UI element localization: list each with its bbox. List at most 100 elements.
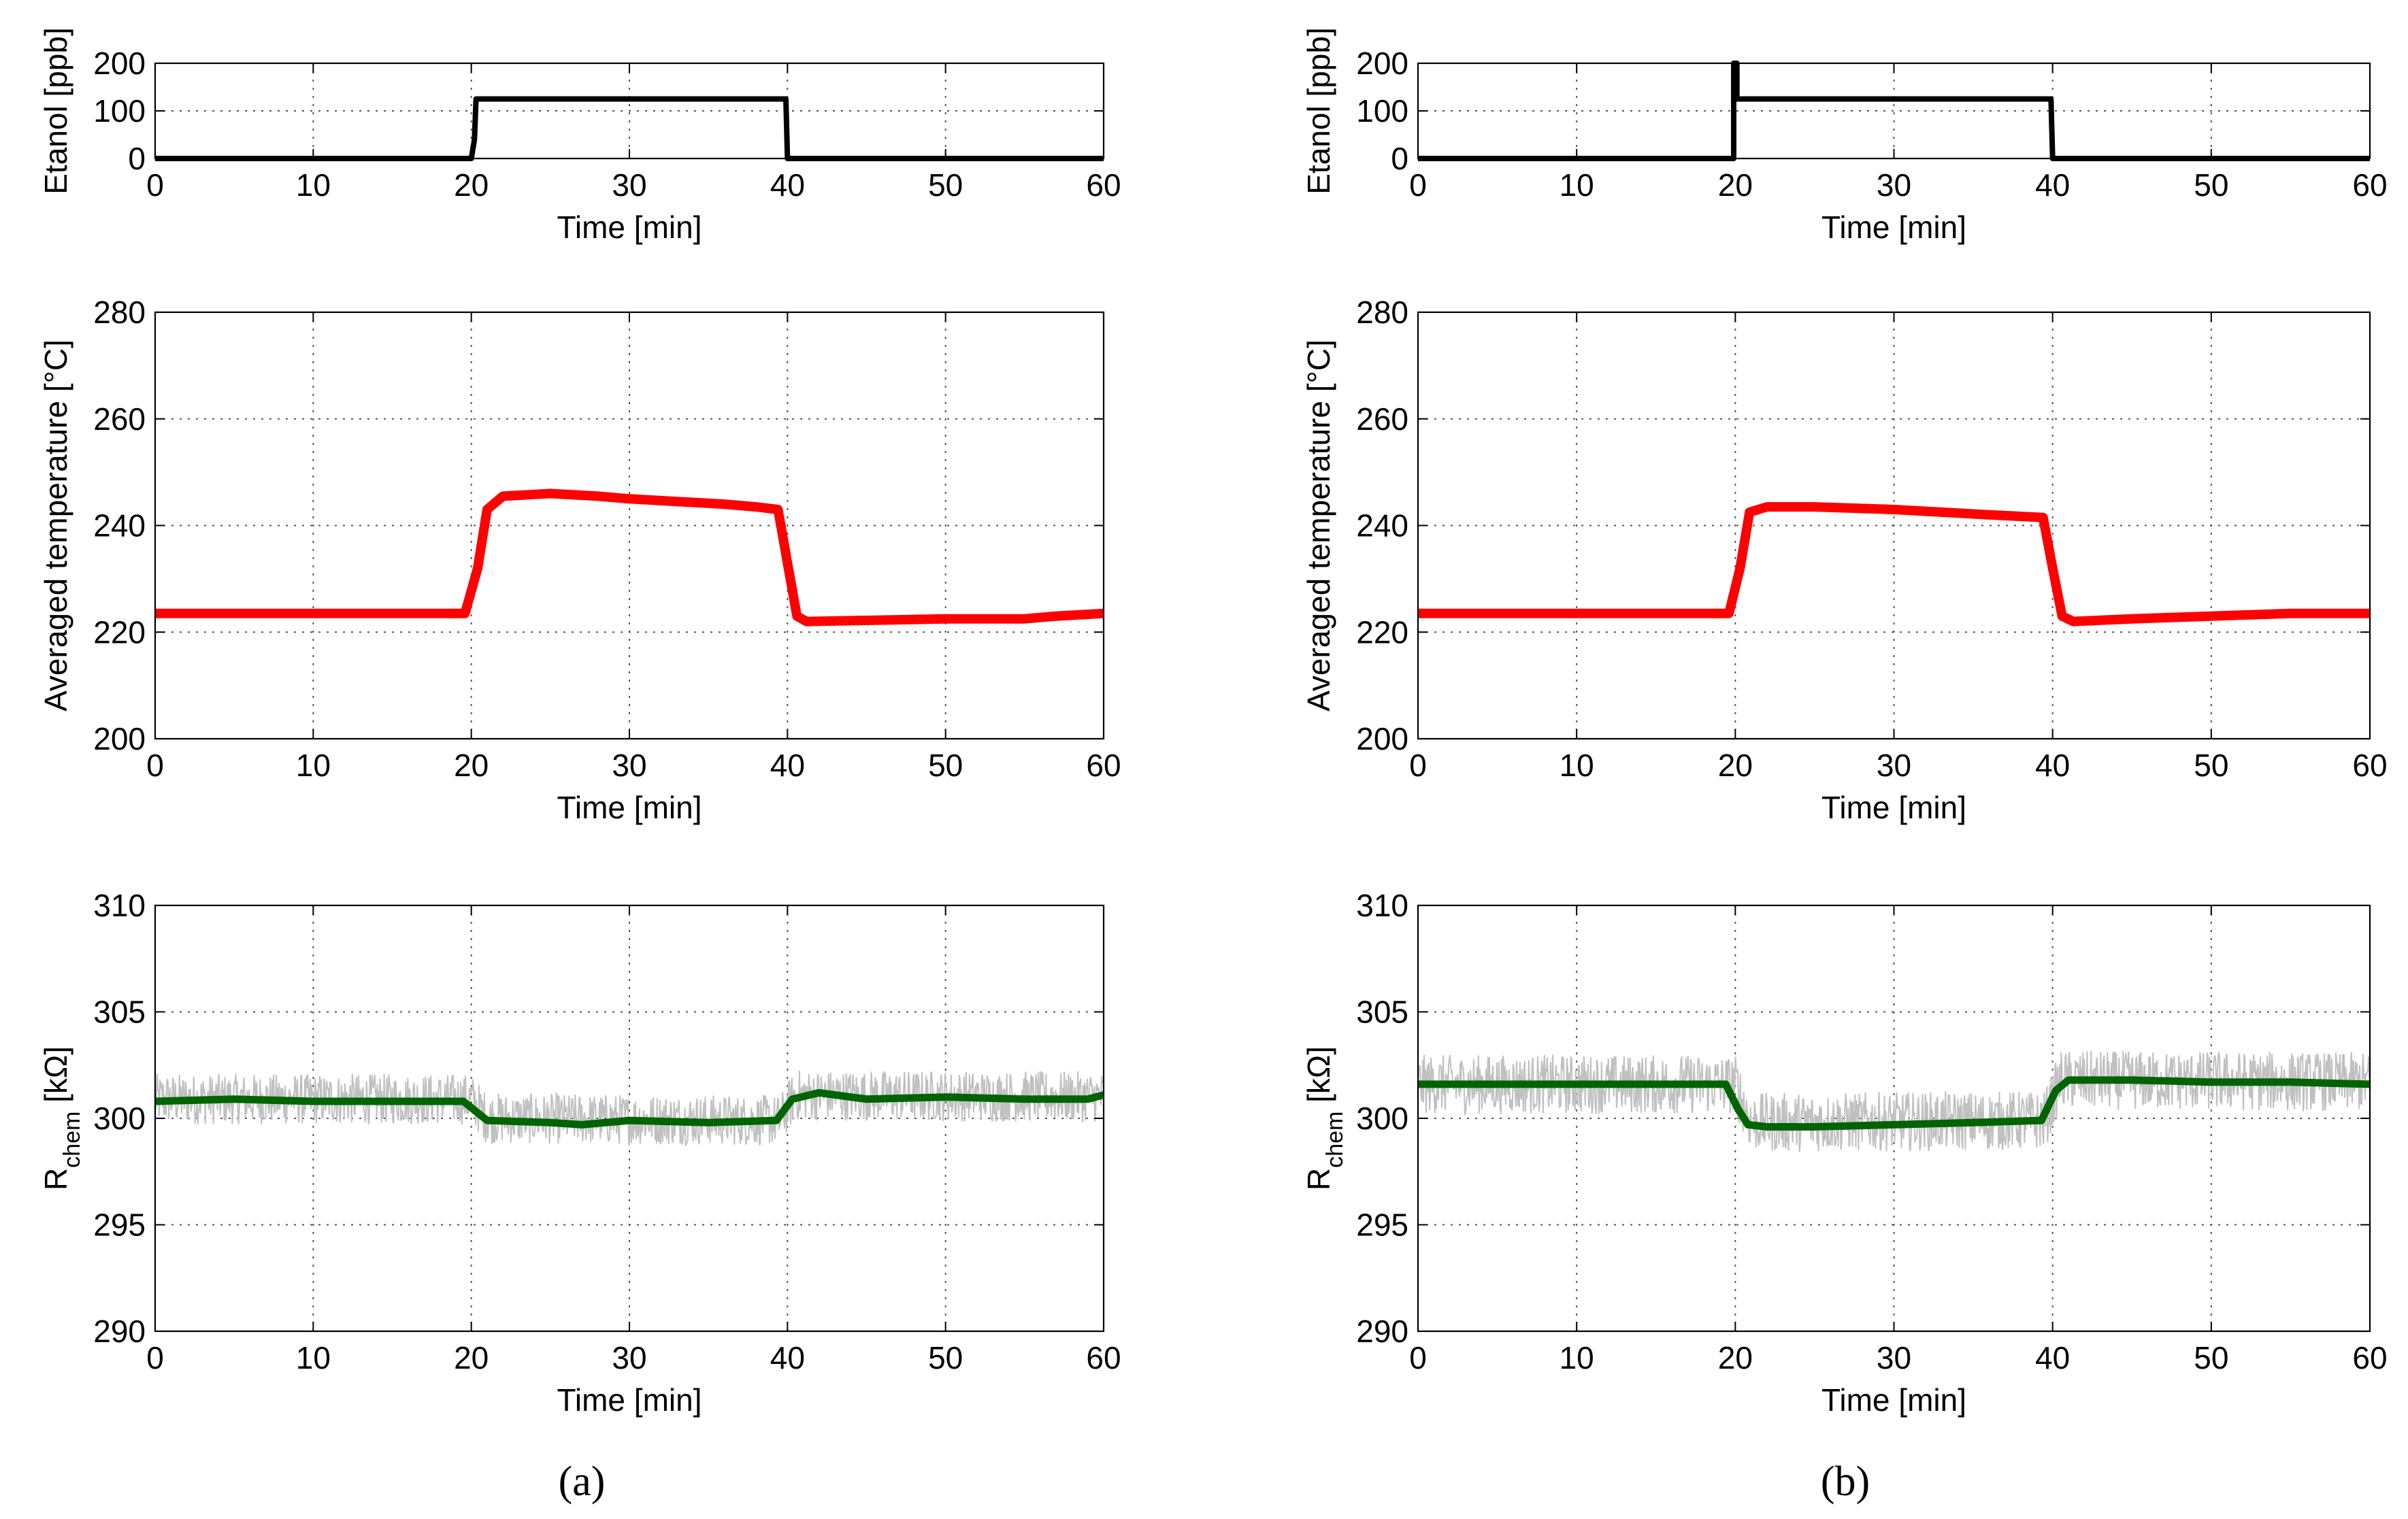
chart-2: 0 10 20 30 40 50 60 200 220 240 260 280 Time [min] Av… [38,295,1121,825]
chart-3: 0 10 20 30 40 50 60 290 295 300 305 310 Time [min] Rc… [38,888,1121,1418]
series-group [1418,61,2370,161]
x-tick-label: 10 [1560,748,1594,783]
x-tick-label: 50 [928,1340,963,1375]
x-tick-label: 50 [928,748,963,783]
x-tick-label: 50 [928,167,963,203]
x-tick-label: 30 [612,1340,646,1375]
chart-5: 0 10 20 30 40 50 60 200 220 240 260 280 Time [min] Av… [1301,295,2388,825]
y-tick-label: 260 [93,401,146,437]
series-group [1418,1050,2370,1152]
x-axis-label: Time [min] [557,1382,702,1418]
y-tick-label: 220 [1356,614,1408,650]
y-axis-label: Averaged temperature [°C] [38,339,73,712]
x-tick-label: 10 [296,167,331,203]
x-tick-label: 60 [2352,167,2387,203]
chart-6: 0 10 20 30 40 50 60 290 295 300 305 310 Time [min] Rc… [1301,888,2388,1418]
series-noise-line [1418,1050,2370,1152]
series-group [1418,502,2370,627]
y-tick-label: 200 [1356,46,1408,81]
x-tick-label: 30 [612,167,646,203]
x-tick-label: 40 [770,167,805,203]
y-axis-label: Rchem [kΩ] [1301,1046,1348,1190]
y-tick-label: 240 [93,508,146,544]
x-tick-label: 50 [2194,167,2228,203]
y-tick-label: 100 [1356,93,1408,129]
x-tick-label: 60 [1086,748,1121,783]
series-group [155,1071,1104,1147]
y-tick-label: 310 [93,888,146,923]
y-tick-label: 200 [1356,721,1408,756]
series-line-2 [1418,1076,2370,1131]
x-axis-label: Time [min] [1821,790,1966,825]
x-tick-label: 0 [1409,167,1427,203]
y-tick-label: 300 [93,1101,146,1136]
series-noise-line [155,1071,1104,1147]
x-tick-label: 30 [1877,167,1911,203]
x-tick-label: 40 [2035,167,2070,203]
y-tick-label: 280 [93,295,146,330]
series-group [155,488,1104,627]
x-tick-label: 0 [146,748,164,783]
x-tick-label: 60 [2352,748,2387,783]
y-axis-label: Etanol [ppb] [38,27,73,195]
x-axis-label: Time [min] [557,210,702,245]
series-line-2 [155,1088,1104,1129]
y-tick-label: 300 [1356,1101,1408,1136]
y-tick-label: 240 [1356,508,1408,544]
x-tick-label: 10 [1560,1340,1594,1375]
y-tick-label: 260 [1356,401,1408,437]
x-tick-label: 40 [770,1340,805,1375]
x-tick-label: 20 [454,167,489,203]
y-tick-label: 305 [1356,995,1408,1030]
x-tick-label: 50 [2194,748,2228,783]
y-axis-label: Averaged temperature [°C] [1301,339,1336,712]
x-tick-label: 20 [1718,1340,1753,1375]
x-tick-label: 20 [1718,167,1753,203]
y-tick-label: 305 [93,995,146,1030]
x-tick-label: 40 [2035,748,2070,783]
x-tick-label: 0 [1409,748,1427,783]
y-tick-label: 200 [93,721,146,756]
y-tick-label: 0 [1391,141,1408,176]
y-tick-label: 100 [93,93,146,129]
x-tick-label: 10 [296,748,331,783]
x-axis-label: Time [min] [1821,1382,1966,1418]
x-tick-label: 0 [1409,1340,1427,1375]
x-tick-label: 40 [770,748,805,783]
x-axis-label: Time [min] [557,790,702,825]
x-tick-label: 0 [146,1340,164,1375]
x-tick-label: 20 [1718,748,1753,783]
x-axis-label: Time [min] [1821,210,1966,245]
chart-1: 0 10 20 30 40 50 60 0 100 200 Time [min] Etanol [pp… [38,27,1121,245]
x-tick-label: 40 [2035,1340,2070,1375]
y-tick-label: 200 [93,46,146,81]
y-tick-label: 295 [1356,1207,1408,1243]
y-axis-label: Rchem [kΩ] [38,1046,85,1190]
x-tick-label: 50 [2194,1340,2228,1375]
y-tick-label: 290 [1356,1314,1408,1349]
x-tick-label: 30 [612,748,646,783]
x-tick-label: 10 [1560,167,1594,203]
y-axis-label: Etanol [ppb] [1301,27,1336,195]
series-line-1 [155,488,1104,627]
x-tick-label: 0 [146,167,164,203]
y-tick-label: 295 [93,1207,146,1243]
y-tick-label: 0 [128,141,146,176]
y-tick-label: 290 [93,1314,146,1349]
chart-4: 0 10 20 30 40 50 60 0 100 200 Time [min] Etanol [pp… [1301,27,2388,245]
x-tick-label: 20 [454,1340,489,1375]
x-tick-label: 60 [1086,167,1121,203]
x-tick-label: 20 [454,748,489,783]
x-tick-label: 10 [296,1340,331,1375]
series-line-1 [1418,502,2370,627]
x-tick-label: 60 [1086,1340,1121,1375]
panel-label-b: (b) [1821,1458,1870,1505]
y-tick-label: 310 [1356,888,1408,923]
y-tick-label: 220 [93,614,146,650]
x-tick-label: 30 [1877,1340,1911,1375]
series-line-1 [1418,61,2370,161]
x-tick-label: 30 [1877,748,1911,783]
y-tick-label: 280 [1356,295,1408,330]
